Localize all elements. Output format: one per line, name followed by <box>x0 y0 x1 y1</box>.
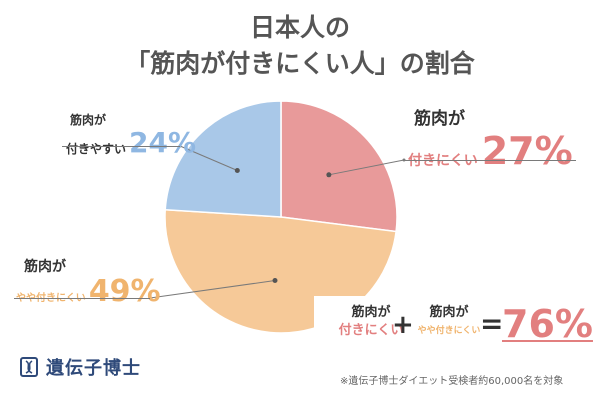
slice-value-hard: 27% <box>481 129 573 173</box>
summary-plus: + <box>392 310 414 340</box>
chart-title-line2: 「筋肉が付きにくい人」の割合 <box>125 49 475 78</box>
summary-item-slightly-hard: 筋肉が やや付きにくい <box>414 304 484 340</box>
slice-label-slightly-hard: 筋肉が やや付きにくい 49% <box>16 258 161 308</box>
footnote: ※遺伝子博士ダイエット受検者約60,000名を対象 <box>340 376 564 387</box>
slice-label-slightly-hard-bottom: やや付きにくい <box>16 290 86 308</box>
leader-line-easy <box>62 146 180 147</box>
pie-slice-easy <box>164 100 282 218</box>
summary-item-hard-bottom: 付きにくい <box>338 323 404 338</box>
slice-label-hard-top: 筋肉が <box>414 109 465 129</box>
summary-item-hard: 筋肉が 付きにくい <box>326 304 416 340</box>
leader-line-hard <box>404 160 576 161</box>
leader-slightly-hard-diagonal <box>149 280 276 299</box>
dna-book-icon <box>20 357 38 377</box>
leader-hard-diagonal <box>328 159 405 176</box>
leader-hard-dot <box>326 172 332 178</box>
slice-label-hard-bottom: 付きにくい <box>408 153 478 169</box>
brand-logo: 遺伝子博士 <box>20 354 141 380</box>
summary-item-slightly-hard-top: 筋肉が <box>429 305 469 320</box>
leader-easy-diagonal <box>179 145 238 171</box>
slice-label-easy-bottom: 付きやすい <box>66 142 127 156</box>
leader-slightly-hard-dot <box>272 278 278 284</box>
slice-value-easy: 24% <box>129 126 197 159</box>
summary-box <box>314 296 588 356</box>
slice-label-easy-top: 筋肉が <box>70 113 107 127</box>
slice-value-slightly-hard: 49% <box>88 274 161 309</box>
summary-total: 76% <box>502 302 593 346</box>
leader-line-slightly-hard <box>14 298 150 299</box>
pie-slice-hard <box>280 100 398 233</box>
summary-item-slightly-hard-bottom: やや付きにくい <box>417 326 481 336</box>
slice-label-easy: 筋肉が 付きやすい 24% <box>66 112 196 158</box>
brand-logo-text: 遺伝子博士 <box>46 358 141 379</box>
summary-equals: = <box>480 307 504 340</box>
chart-title-line1: 日本人の <box>249 13 350 42</box>
slice-label-slightly-hard-top: 筋肉が <box>24 259 66 275</box>
leader-easy-dot <box>234 167 240 173</box>
slice-label-hard: 筋肉が 付きにくい 27% <box>408 108 573 172</box>
summary-item-hard-top: 筋肉が <box>351 305 391 320</box>
